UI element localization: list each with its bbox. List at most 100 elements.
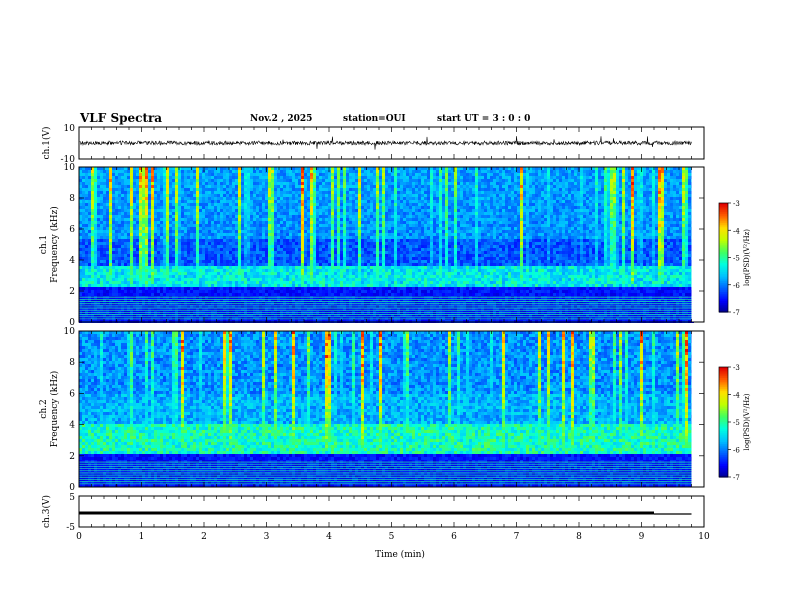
spectrum-cell: [142, 248, 145, 251]
spectrum-cell: [358, 281, 361, 284]
spectrum-cell: [130, 197, 133, 200]
spectrum-cell: [130, 284, 133, 287]
spectrum-cell: [187, 215, 190, 218]
spectrum-cell: [175, 230, 178, 233]
spectrum-cell: [202, 233, 205, 236]
spectrum-cell: [169, 269, 172, 272]
spectrum-cell: [295, 275, 298, 278]
spectrum-cell: [238, 278, 241, 281]
spectrum-cell: [100, 236, 103, 239]
spectrum-cell: [349, 278, 352, 281]
spectrum-cell: [187, 281, 190, 284]
spectrum-cell: [220, 299, 223, 302]
spectrum-cell: [157, 176, 160, 179]
spectrum-cell: [109, 209, 112, 212]
spectrum-cell: [277, 278, 280, 281]
spectrum-cell: [313, 260, 316, 263]
spectrum-cell: [157, 287, 160, 290]
spectrum-cell: [217, 182, 220, 185]
spectrum-cell: [157, 272, 160, 275]
spectrum-cell: [334, 176, 337, 179]
spectrum-cell: [355, 245, 358, 248]
spectrum-cell: [292, 269, 295, 272]
spectrum-cell: [199, 209, 202, 212]
spectrum-cell: [208, 248, 211, 251]
spectrum-cell: [349, 314, 352, 317]
spectrum-cell: [316, 209, 319, 212]
spectrum-cell: [208, 194, 211, 197]
spectrum-cell: [307, 272, 310, 275]
spectrum-cell: [292, 245, 295, 248]
spectrum-cell: [88, 218, 91, 221]
spectrum-cell: [97, 236, 100, 239]
spectrum-cell: [187, 242, 190, 245]
spectrum-cell: [253, 278, 256, 281]
spectrum-cell: [187, 293, 190, 296]
spectrum-cell: [259, 236, 262, 239]
spectrum-cell: [346, 227, 349, 230]
spectrum-cell: [184, 314, 187, 317]
spectrum-cell: [241, 278, 244, 281]
spectrum-cell: [103, 212, 106, 215]
spectrum-cell: [328, 254, 331, 257]
spectrum-cell: [166, 212, 169, 215]
spectrum-cell: [256, 281, 259, 284]
spectrum-cell: [349, 194, 352, 197]
spectrum-cell: [358, 173, 361, 176]
spectrum-cell: [82, 290, 85, 293]
spectrum-cell: [154, 173, 157, 176]
spectrum-cell: [163, 245, 166, 248]
spectrum-cell: [199, 278, 202, 281]
spectrum-cell: [346, 194, 349, 197]
spectrum-cell: [328, 179, 331, 182]
spectrum-cell: [322, 272, 325, 275]
spectrum-cell: [283, 287, 286, 290]
spectrum-cell: [88, 248, 91, 251]
spectrum-cell: [289, 194, 292, 197]
spectrum-cell: [205, 281, 208, 284]
spectrum-cell: [226, 218, 229, 221]
spectrum-cell: [268, 218, 271, 221]
spectrum-cell: [307, 191, 310, 194]
spectrum-cell: [283, 173, 286, 176]
spectrum-cell: [202, 167, 205, 170]
spectrum-cell: [274, 176, 277, 179]
spectrum-cell: [349, 179, 352, 182]
spectrum-cell: [340, 251, 343, 254]
spectrum-cell: [223, 221, 226, 224]
spectrum-cell: [169, 173, 172, 176]
spectrum-cell: [142, 185, 145, 188]
spectrum-cell: [157, 278, 160, 281]
spectrum-cell: [325, 197, 328, 200]
spectrum-cell: [196, 299, 199, 302]
spectrum-cell: [223, 170, 226, 173]
spectrum-cell: [196, 167, 199, 170]
spectrum-cell: [334, 200, 337, 203]
spectrum-cell: [166, 236, 169, 239]
spectrum-cell: [193, 194, 196, 197]
spectrum-cell: [187, 179, 190, 182]
spectrum-cell: [103, 251, 106, 254]
spectrum-cell: [262, 254, 265, 257]
spectrum-cell: [154, 170, 157, 173]
spectrum-cell: [343, 179, 346, 182]
spectrum-cell: [241, 173, 244, 176]
spectrum-cell: [340, 269, 343, 272]
spectrum-cell: [247, 182, 250, 185]
spectrum-cell: [274, 272, 277, 275]
spectrum-cell: [304, 209, 307, 212]
spectrum-cell: [262, 251, 265, 254]
spectrum-cell: [229, 293, 232, 296]
spectrum-cell: [199, 251, 202, 254]
spectrum-cell: [346, 287, 349, 290]
spectrum-cell: [220, 215, 223, 218]
spectrum-cell: [226, 287, 229, 290]
spectrum-cell: [91, 299, 94, 302]
spectrum-cell: [160, 197, 163, 200]
spectrum-cell: [247, 272, 250, 275]
spectrum-cell: [322, 203, 325, 206]
spectrum-cell: [304, 299, 307, 302]
spectrum-cell: [337, 251, 340, 254]
spectrum-cell: [103, 254, 106, 257]
spectrum-cell: [136, 167, 139, 170]
